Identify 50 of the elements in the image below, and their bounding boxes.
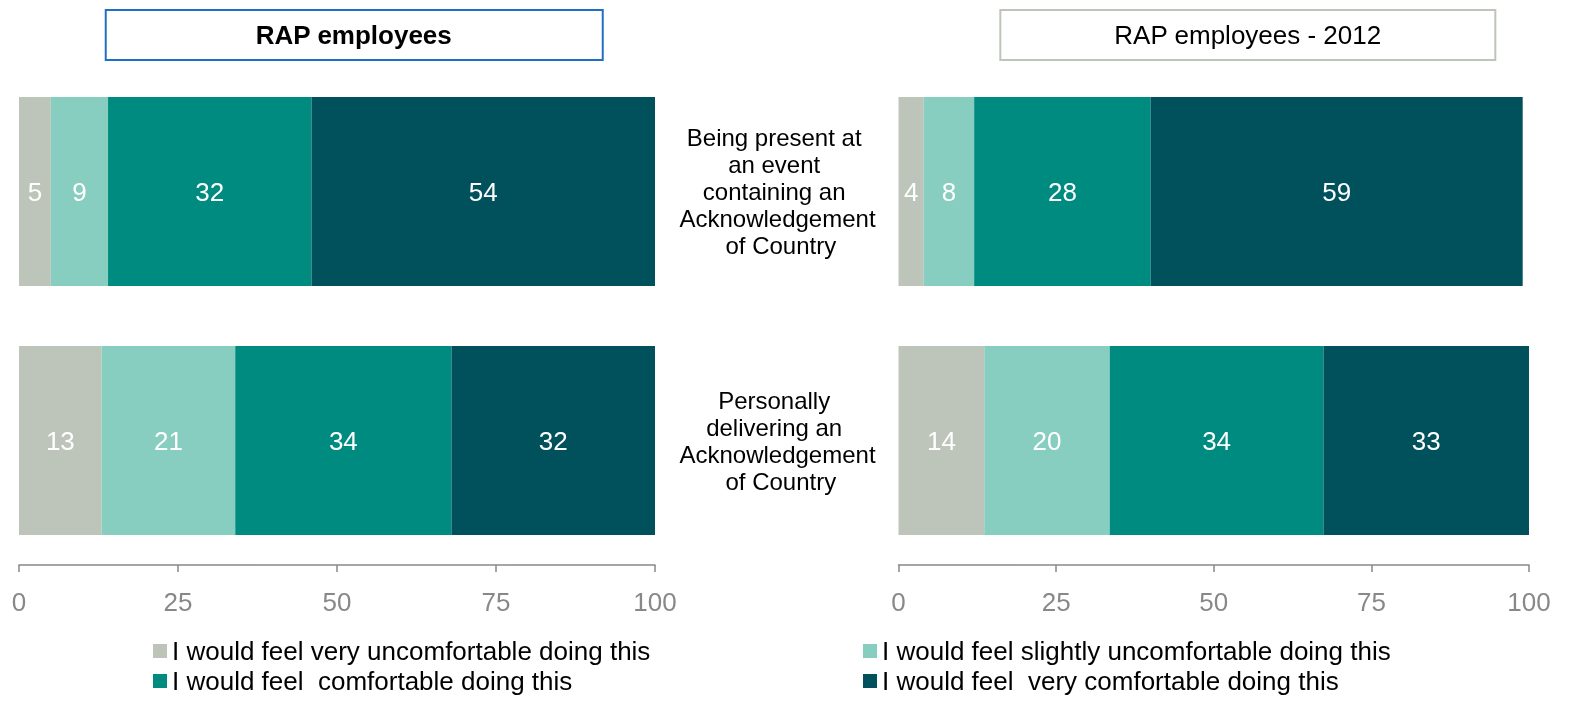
data-label: 8	[941, 176, 957, 207]
data-label: 21	[154, 425, 183, 456]
data-label: 4	[903, 176, 919, 207]
bar	[984, 345, 1110, 536]
data-label: 20	[1032, 425, 1062, 456]
data-label: 34	[1202, 425, 1232, 456]
bar	[19, 96, 51, 287]
chart-title: RAP employees	[255, 20, 452, 50]
bar	[974, 96, 1151, 287]
bar	[1150, 96, 1523, 287]
y-tick-label: Personally delivering an Acknowledgement of Country	[679, 386, 876, 495]
bar	[898, 96, 924, 287]
bar	[1109, 345, 1324, 536]
x-tick-label: 0	[11, 587, 27, 617]
x-tick-label: 50	[322, 587, 352, 617]
chart-title: RAP employees - 2012	[1114, 20, 1382, 50]
data-label: 5	[27, 176, 43, 207]
legend-label: I would feel comfortable doing this	[172, 666, 573, 696]
bar	[923, 96, 975, 287]
bar	[50, 96, 109, 287]
legend-label: I would feel very uncomfortable doing this	[172, 636, 651, 666]
x-tick-label: 25	[163, 587, 193, 617]
data-label: 33	[1411, 425, 1441, 456]
x-tick-label: 75	[481, 587, 511, 617]
x-tick-label: 25	[1041, 587, 1071, 617]
data-label: 14	[926, 425, 956, 456]
bar	[235, 345, 452, 536]
data-label: 13	[45, 425, 75, 456]
bar	[898, 345, 985, 536]
bar	[101, 345, 236, 536]
legend-label: I would feel very comfortable doing this	[882, 666, 1339, 696]
x-tick-label: 50	[1199, 587, 1229, 617]
data-label: 59	[1322, 176, 1352, 207]
data-label: 32	[195, 176, 225, 207]
bar	[311, 96, 655, 287]
x-tick-label: 75	[1356, 587, 1386, 617]
data-label: 28	[1047, 176, 1077, 207]
x-tick-label: 0	[891, 587, 906, 617]
data-label: 34	[328, 425, 358, 456]
bar	[108, 96, 312, 287]
bar	[19, 345, 102, 536]
bar	[451, 345, 655, 536]
data-label: 9	[72, 176, 87, 207]
y-tick-label: Being present at an event containing an Acknowledgement of Country	[679, 124, 876, 259]
bar	[1323, 345, 1529, 536]
data-label: 32	[538, 425, 568, 456]
data-label: 54	[468, 176, 498, 207]
legend-label: I would feel slightly uncomfortable doing this	[882, 636, 1391, 666]
x-tick-label: 100	[633, 587, 677, 617]
x-tick-label: 100	[1507, 587, 1551, 617]
